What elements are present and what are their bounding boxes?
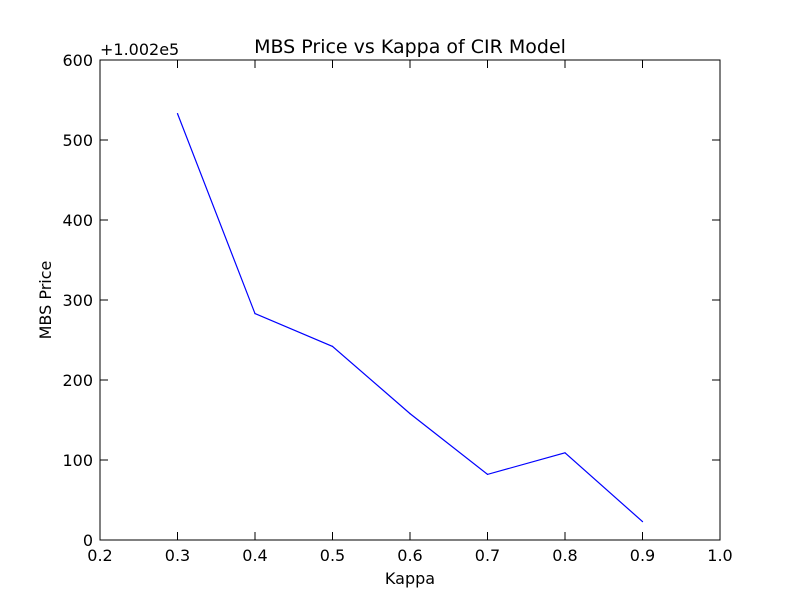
x-tick-label: 0.2 (87, 546, 112, 565)
x-tick-label: 0.9 (630, 546, 655, 565)
y-tick-label: 300 (62, 291, 93, 310)
y-tick-label: 500 (62, 131, 93, 150)
y-tick-label: 0 (83, 531, 93, 550)
x-tick-label: 0.6 (397, 546, 422, 565)
y-tick-label: 200 (62, 371, 93, 390)
x-tick-label: 0.3 (165, 546, 190, 565)
data-point (564, 452, 566, 454)
chart-title: MBS Price vs Kappa of CIR Model (254, 36, 566, 58)
y-axis-title: MBS Price (36, 261, 55, 340)
y-tick-label: 600 (62, 51, 93, 70)
data-point (486, 473, 489, 475)
series-layer (176, 113, 644, 523)
data-point (254, 313, 256, 315)
y-tick-label: 400 (62, 211, 93, 230)
x-tick-label: 0.7 (475, 546, 500, 565)
data-point (331, 345, 334, 347)
data-point (409, 413, 411, 415)
series-line-0 (176, 113, 643, 523)
x-axis-title: Kappa (385, 569, 435, 588)
x-tick-label: 0.8 (552, 546, 577, 565)
y-tick-label: 100 (62, 451, 93, 470)
y-offset-label: +1.002e5 (100, 40, 179, 59)
x-tick-label: 0.4 (242, 546, 267, 565)
plot-frame (99, 59, 721, 541)
x-tick-label: 1.0 (707, 546, 732, 565)
ticks-layer: 0.2 0.3 0.4 0.5 0.6 0.7 0.8 0.9 1.0 0 100 200 300 400… (62, 51, 732, 565)
data-point (641, 521, 644, 523)
data-point (176, 113, 179, 115)
x-tick-label: 0.5 (320, 546, 345, 565)
